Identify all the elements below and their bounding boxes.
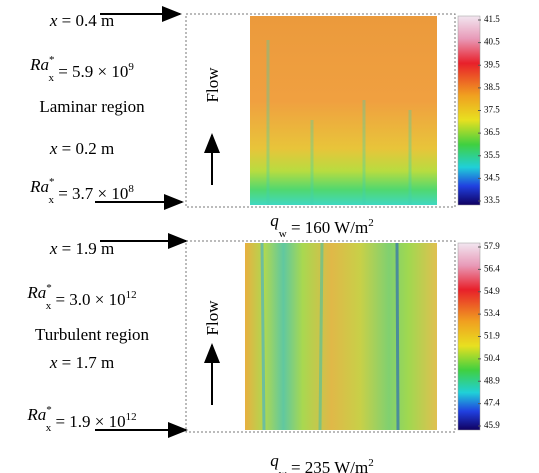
colorbar-tick-label: 56.4	[484, 263, 500, 273]
figure: x = 0.4 m Ra*x = 5.9 × 109 Laminar region x…	[0, 0, 539, 473]
colorbar-tick-label: 50.4	[484, 353, 500, 363]
var: Ra	[26, 405, 46, 424]
text: = 5.9 × 10	[54, 62, 128, 81]
sub: w	[279, 228, 287, 240]
colorbar-tick-label: 35.5	[484, 150, 500, 160]
exp: 8	[128, 183, 134, 195]
var: Ra	[29, 177, 49, 196]
sub: w	[279, 468, 287, 473]
rayleigh-label: Ra*x = 5.9 × 109	[29, 54, 134, 84]
colorbar-tick-label: 54.9	[484, 286, 500, 296]
exp: 12	[126, 411, 137, 423]
colorbar-tick-label: 33.5	[484, 195, 500, 205]
colorbar-tick-label: 53.4	[484, 308, 500, 318]
location-label: x = 0.2 m	[49, 139, 114, 158]
region-label: Laminar region	[39, 97, 145, 116]
location-label: x = 1.7 m	[49, 353, 114, 372]
var: Ra	[29, 55, 49, 74]
text: = 1.9 m	[57, 239, 114, 258]
colorbar-tick-label: 48.9	[484, 375, 500, 385]
colorbar-tick-label: 45.9	[484, 420, 500, 430]
flow-label: Flow	[203, 300, 222, 336]
colorbar-tick-label: 34.5	[484, 172, 500, 182]
text: = 235 W/m	[287, 458, 369, 473]
exp: 2	[368, 457, 374, 469]
colorbar-tick-label: 47.4	[484, 398, 500, 408]
exp: 2	[368, 217, 374, 229]
flow-label: Flow	[203, 67, 222, 103]
location-label: x = 1.9 m	[49, 239, 114, 258]
exp: 12	[126, 289, 137, 301]
colorbar-tick-label: 37.5	[484, 105, 500, 115]
heat-flux-label: qw = 235 W/m2	[270, 451, 373, 473]
text: = 1.7 m	[57, 353, 114, 372]
colorbar-tick-label: 36.5	[484, 127, 500, 137]
exp: 9	[128, 61, 134, 73]
var: Ra	[26, 283, 46, 302]
rayleigh-label: Ra*x = 1.9 × 1012	[26, 404, 136, 434]
text: = 3.0 × 10	[51, 290, 125, 309]
colorbar-tick-label: 41.5	[484, 14, 500, 24]
colorbar-tick-label: 39.5	[484, 59, 500, 69]
rayleigh-label: Ra*x = 3.0 × 1012	[26, 282, 136, 312]
region-label: Turbulent region	[35, 325, 150, 344]
location-label: x = 0.4 m	[49, 11, 114, 30]
colorbar-tick-label: 57.9	[484, 241, 500, 251]
text: = 3.7 × 10	[54, 184, 128, 203]
heat-flux-label: qw = 160 W/m2	[270, 211, 373, 240]
text: = 1.9 × 10	[51, 412, 125, 431]
text: = 0.4 m	[57, 11, 114, 30]
rayleigh-label: Ra*x = 3.7 × 108	[29, 176, 134, 206]
text: = 0.2 m	[57, 139, 114, 158]
text: = 160 W/m	[287, 218, 369, 237]
colorbar-tick-label: 51.9	[484, 331, 500, 341]
colorbar-tick-label: 40.5	[484, 37, 500, 47]
colorbar-tick-label: 38.5	[484, 82, 500, 92]
